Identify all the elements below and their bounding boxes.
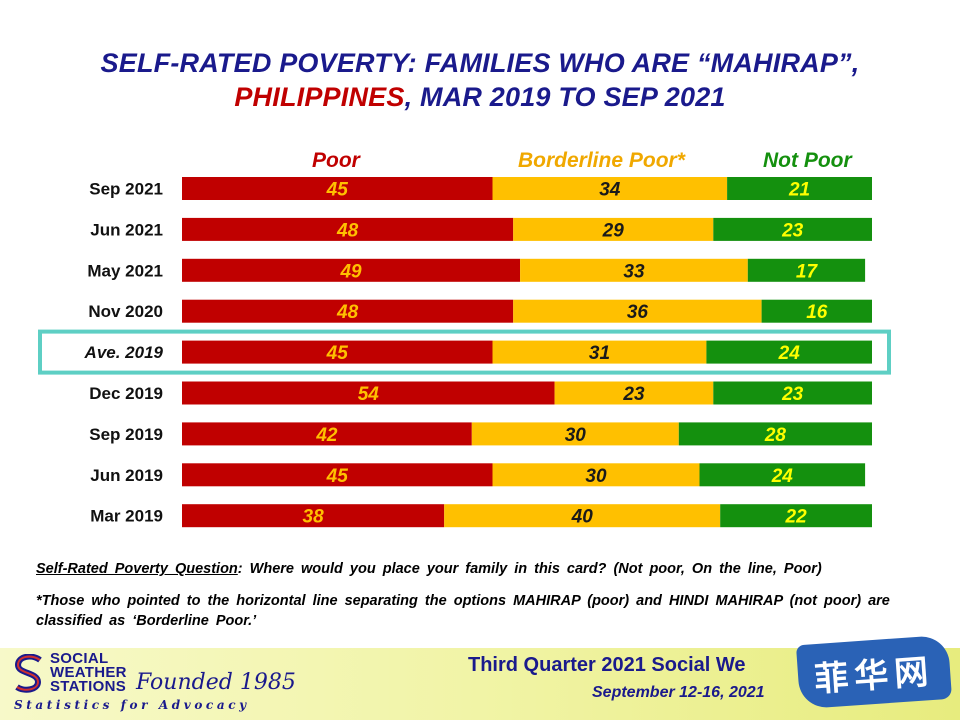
bar-poor-dec-2019 — [182, 381, 555, 405]
sws-logo-text: SOCIAL WEATHER STATIONS — [50, 650, 127, 695]
bar-poor-mar-2019 — [182, 504, 445, 528]
chart-title-period: , MAR 2019 TO SEP 2021 — [404, 82, 726, 112]
survey-title: Third Quarter 2021 Social We — [468, 654, 746, 676]
value-label-not-poor-jun-2019: 24 — [771, 466, 794, 487]
legend-not-poor: Not Poor — [763, 149, 852, 172]
value-label-not-poor-sep-2019: 28 — [764, 425, 787, 446]
bar-not-poor-sep-2021 — [727, 177, 872, 200]
value-label-not-poor-ave-2019: 24 — [778, 343, 801, 364]
category-label-nov-2020: Nov 2020 — [88, 302, 163, 321]
stacked-bar-chart: Sep 2021 45 34 21 Jun 2021 48 29 23 May 2021 49 33… — [38, 177, 891, 528]
founded-text: Founded 1985 — [136, 670, 296, 695]
value-label-borderline-sep-2021: 34 — [599, 180, 621, 201]
tagline-text: Statistics for Advocacy — [14, 698, 250, 712]
bar-poor-may-2021 — [182, 258, 521, 282]
value-label-poor-ave-2019: 45 — [326, 343, 349, 364]
bar-borderline-nov-2020 — [513, 299, 762, 323]
bar-borderline-sep-2019 — [471, 422, 679, 446]
bar-poor-nov-2020 — [182, 299, 514, 323]
value-label-not-poor-may-2021: 17 — [796, 261, 819, 282]
poverty-question-note: Self-Rated Poverty Question: Where would… — [36, 559, 928, 579]
value-label-poor-mar-2019: 38 — [303, 507, 325, 528]
bar-not-poor-jun-2021 — [713, 217, 872, 241]
bar-borderline-may-2021 — [520, 258, 748, 282]
watermark-badge: 菲华网 — [795, 634, 953, 710]
category-label-may-2021: May 2021 — [87, 261, 163, 280]
bar-not-poor-ave-2019 — [706, 340, 872, 364]
bar-not-poor-may-2021 — [747, 258, 866, 282]
logo-line-stations: STATIONS — [50, 678, 127, 695]
value-label-poor-jun-2019: 45 — [326, 466, 349, 487]
survey-date: September 12-16, 2021 — [592, 684, 765, 701]
legend-poor: Poor — [312, 149, 360, 172]
borderline-footnote: *Those who pointed to the horizontal lin… — [36, 593, 890, 629]
value-label-poor-jun-2021: 48 — [336, 220, 359, 241]
value-label-poor-dec-2019: 54 — [358, 384, 380, 405]
logo-line-weather: WEATHER — [50, 664, 127, 681]
value-label-not-poor-mar-2019: 22 — [785, 507, 808, 528]
watermark-text: 菲华网 — [812, 651, 936, 700]
value-label-poor-may-2021: 49 — [339, 261, 362, 282]
bar-borderline-jun-2021 — [513, 217, 714, 241]
value-label-borderline-sep-2019: 30 — [565, 425, 587, 446]
bar-poor-sep-2019 — [182, 422, 472, 446]
chart-title-line2: PHILIPPINES, MAR 2019 TO SEP 2021 — [0, 80, 960, 114]
highlight-frame-ave-2019 — [38, 329, 891, 375]
category-label-jun-2021: Jun 2021 — [90, 220, 163, 239]
poverty-question-label: Self-Rated Poverty Question — [36, 561, 238, 577]
value-label-poor-nov-2020: 48 — [336, 302, 359, 323]
bar-poor-jun-2019 — [182, 463, 493, 487]
value-label-borderline-jun-2021: 29 — [602, 220, 625, 241]
category-label-dec-2019: Dec 2019 — [89, 384, 163, 403]
value-label-not-poor-dec-2019: 23 — [781, 384, 804, 405]
category-label-jun-2019: Jun 2019 — [90, 466, 163, 485]
logo-line-social: SOCIAL — [50, 650, 109, 667]
category-label-mar-2019: Mar 2019 — [90, 507, 163, 526]
category-label-ave-2019: Ave. 2019 — [84, 343, 164, 362]
chart-title-country: PHILIPPINES — [234, 82, 405, 112]
bar-not-poor-mar-2019 — [720, 504, 872, 528]
sws-logo-icon — [14, 654, 42, 693]
bar-borderline-mar-2019 — [444, 504, 721, 528]
poverty-question-text: : Where would you place your family in t… — [237, 561, 822, 577]
value-label-borderline-ave-2019: 31 — [589, 343, 610, 364]
category-label-sep-2019: Sep 2019 — [89, 425, 163, 444]
bar-not-poor-sep-2019 — [678, 422, 872, 446]
value-label-borderline-may-2021: 33 — [623, 261, 645, 282]
value-label-borderline-dec-2019: 23 — [622, 384, 645, 405]
value-label-borderline-mar-2019: 40 — [571, 507, 594, 528]
value-label-not-poor-jun-2021: 23 — [781, 220, 804, 241]
value-label-not-poor-nov-2020: 16 — [806, 302, 828, 323]
value-label-poor-sep-2019: 42 — [315, 425, 338, 446]
bar-borderline-jun-2019 — [492, 463, 700, 487]
bar-poor-ave-2019 — [182, 340, 493, 364]
bar-borderline-dec-2019 — [554, 381, 714, 405]
value-label-poor-sep-2021: 45 — [326, 180, 349, 201]
bar-borderline-sep-2021 — [492, 177, 728, 200]
value-label-borderline-jun-2019: 30 — [585, 466, 607, 487]
bar-poor-sep-2021 — [182, 177, 493, 200]
bar-not-poor-dec-2019 — [713, 381, 872, 405]
legend-borderline-poor: Borderline Poor* — [518, 149, 685, 172]
category-label-sep-2021: Sep 2021 — [89, 180, 163, 199]
value-label-not-poor-sep-2021: 21 — [788, 180, 810, 201]
bar-not-poor-jun-2019 — [699, 463, 866, 487]
value-label-borderline-nov-2020: 36 — [627, 302, 649, 323]
chart-title-line1: SELF-RATED POVERTY: FAMILIES WHO ARE “MA… — [100, 48, 860, 78]
bar-not-poor-nov-2020 — [761, 299, 872, 323]
bar-borderline-ave-2019 — [492, 340, 707, 364]
bar-poor-jun-2021 — [182, 217, 514, 241]
